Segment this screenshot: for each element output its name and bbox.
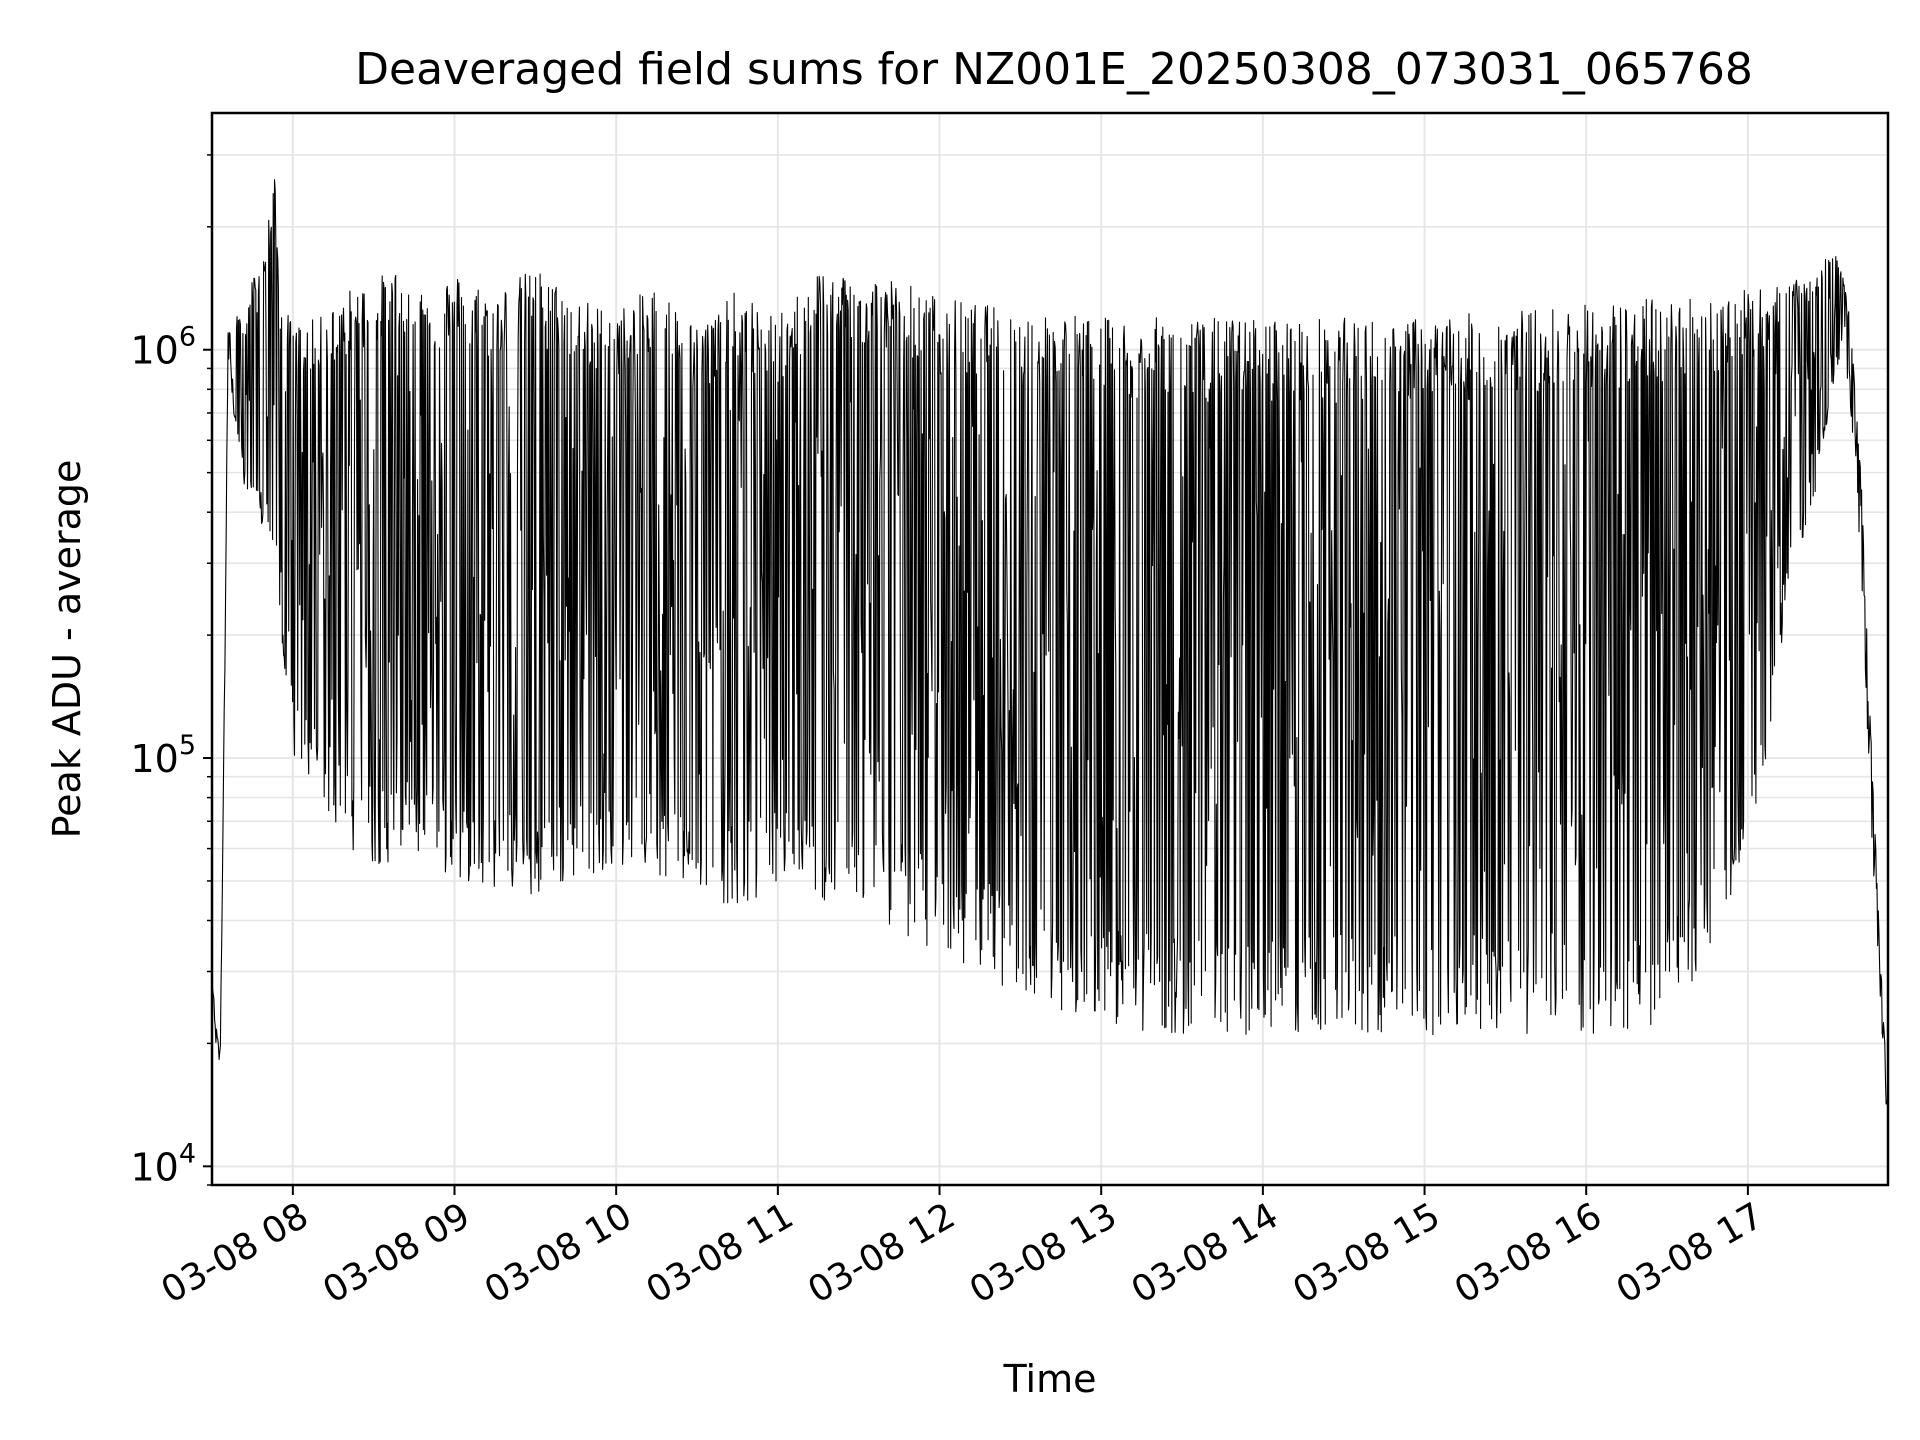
plot-frame bbox=[210, 111, 1890, 1187]
series-line bbox=[211, 179, 1889, 1132]
y-tick-label: 105 bbox=[130, 730, 196, 781]
y-axis-label: Peak ADU - average bbox=[45, 460, 89, 839]
y-tick-label: 104 bbox=[130, 1138, 196, 1189]
y-tick-label: 106 bbox=[130, 322, 196, 373]
y-axis-ticks: 104 105 106 bbox=[130, 154, 212, 1189]
chart-title: Deaveraged field sums for NZ001E_2025030… bbox=[355, 44, 1753, 95]
data-series bbox=[211, 179, 1889, 1132]
x-axis-label: Time bbox=[1003, 1357, 1097, 1401]
